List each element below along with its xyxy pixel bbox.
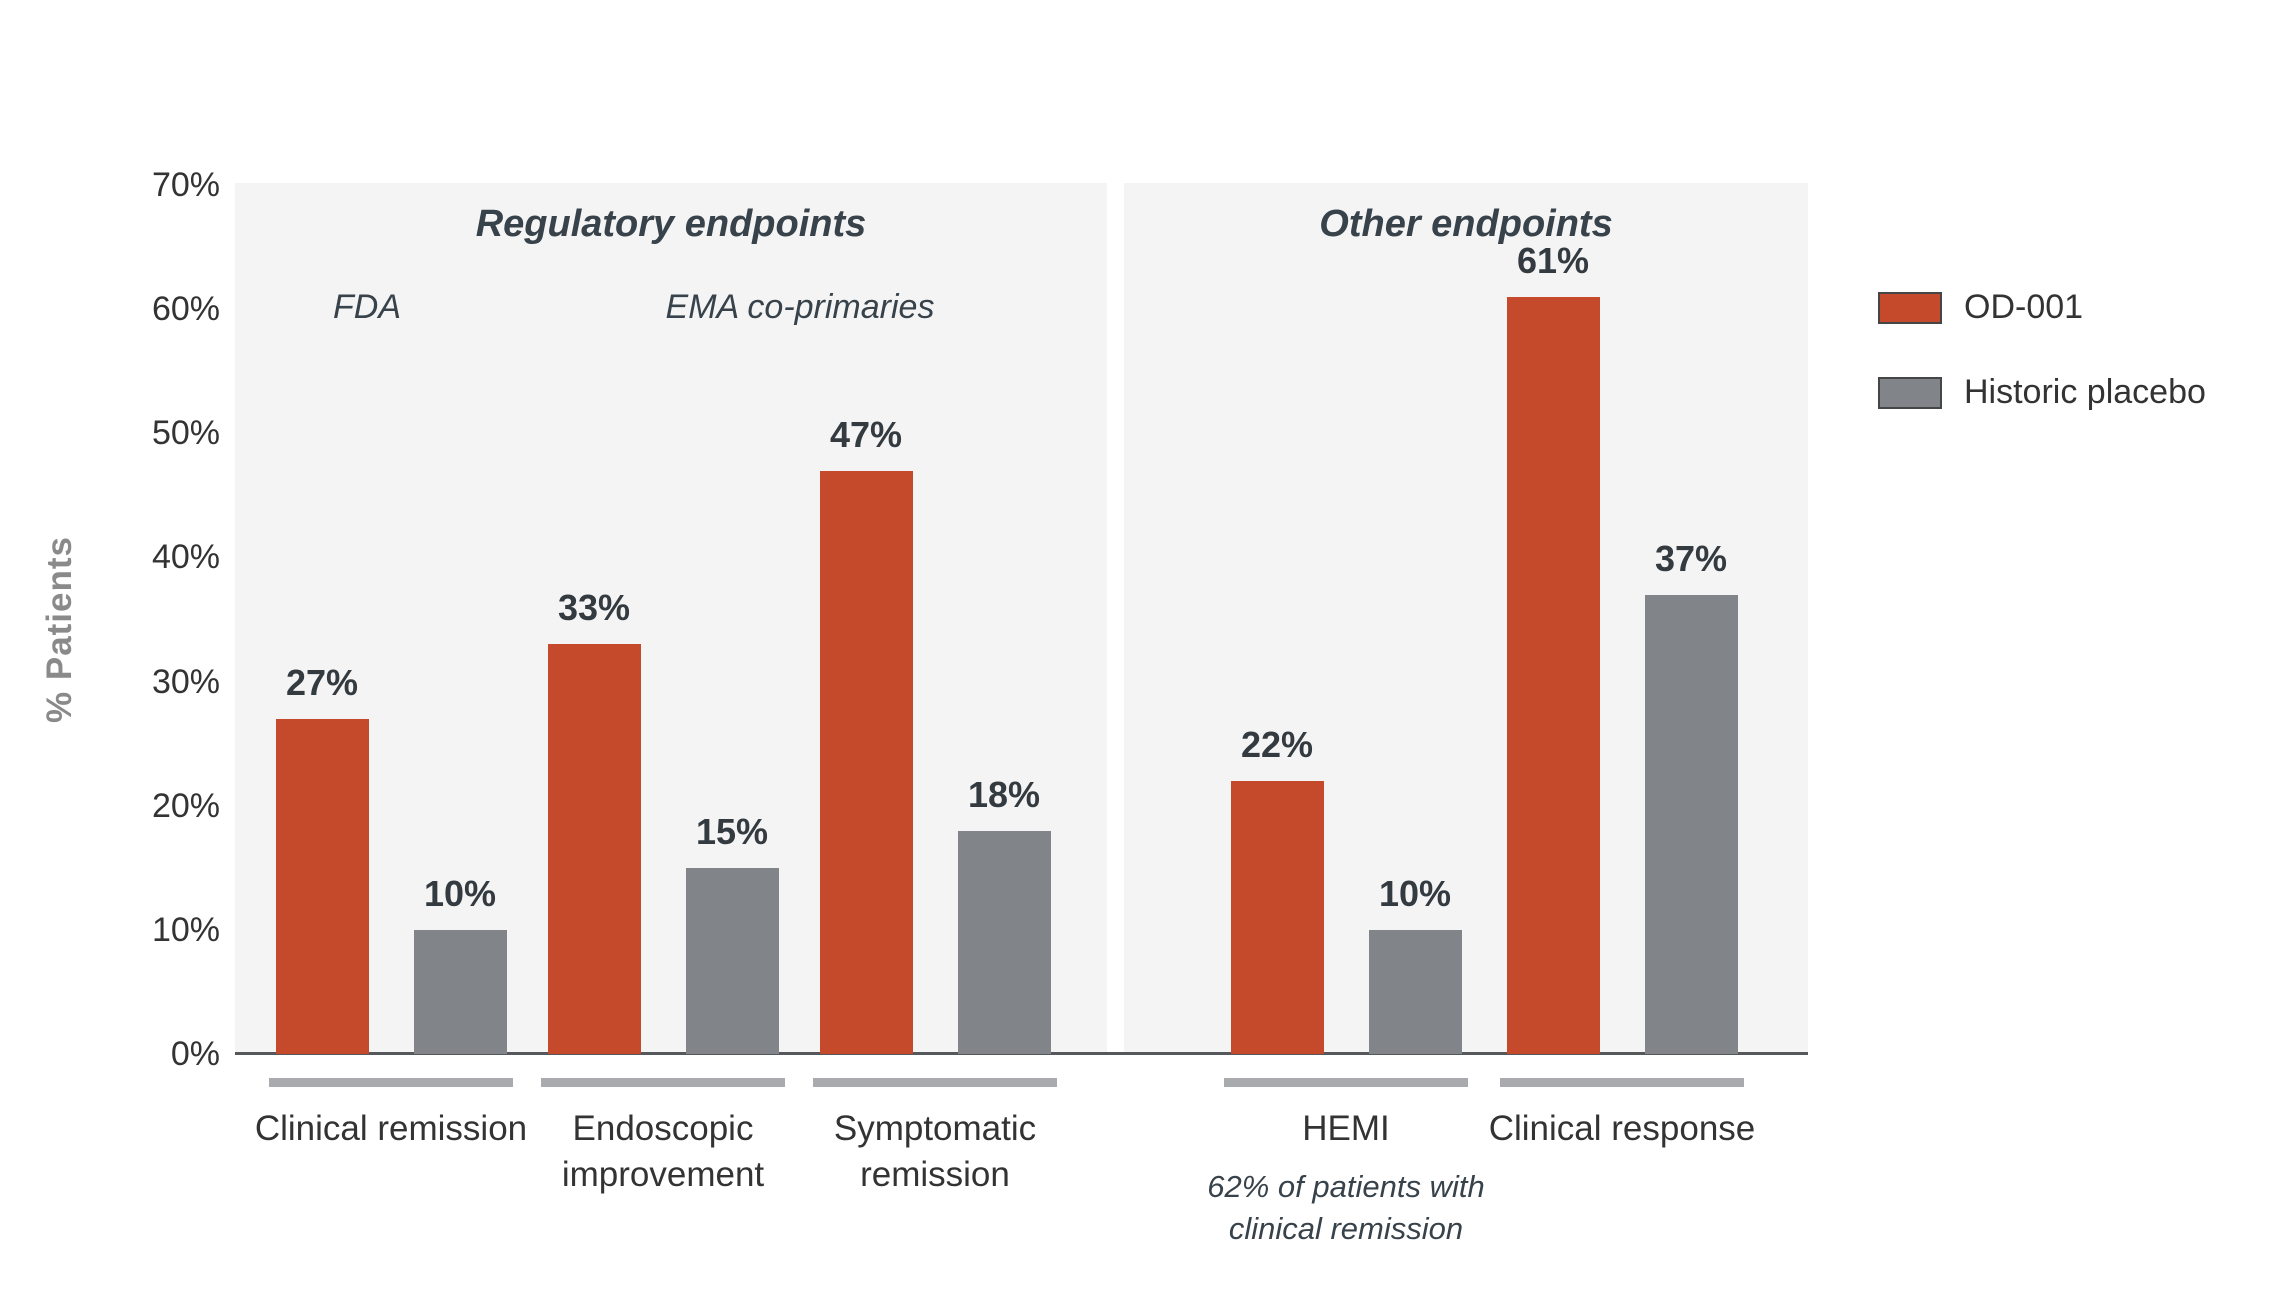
bar-historic-placebo-symptomatic-remission [957,830,1051,1054]
bar-historic-placebo-clinical-remission [413,929,507,1054]
category-label-clinical-response: Clinical response [1488,1109,1756,1148]
y-tick-label: 30% [151,662,220,701]
bar-od-001-endoscopic-improvement [547,644,641,1054]
y-tick-label: 70% [151,166,220,204]
bar-value-label-historic-placebo-clinical-remission: 10% [423,872,497,914]
legend-label-od001: OD-001 [1964,288,2084,326]
bar-historic-placebo-endoscopic-improvement [685,867,779,1054]
panel-title-other: Other endpoints [1319,203,1613,245]
category-label-symptomatic-remission: Symptomatic remission [833,1109,1037,1194]
category-label-endoscopic-improvement: Endoscopic improvement [561,1109,765,1194]
category-label-hemi: HEMI [1302,1109,1390,1148]
bar-historic-placebo-clinical-response [1644,594,1738,1054]
panel-title-regulatory: Regulatory endpoints [475,203,867,245]
y-tick-label: 20% [151,786,220,825]
historic-placebo-swatch-icon [1878,376,1942,409]
bar-od-001-clinical-remission [275,718,369,1054]
bar-value-label-historic-placebo-clinical-response: 37% [1654,537,1728,579]
bar-value-label-od-001-symptomatic-remission: 47% [829,413,903,455]
y-tick-label: 40% [151,538,220,577]
category-underline-clinical-response [1500,1078,1744,1087]
bar-historic-placebo-hemi [1368,929,1462,1054]
bar-value-label-historic-placebo-symptomatic-remission: 18% [967,773,1041,815]
bar-value-label-od-001-hemi: 22% [1240,723,1314,765]
legend-item-od001: OD-001 [1878,288,2206,327]
bar-od-001-symptomatic-remission [819,470,913,1054]
y-tick-label: 10% [151,910,220,949]
bar-value-label-historic-placebo-endoscopic-improvement: 15% [695,810,769,852]
category-underline-endoscopic-improvement [541,1078,785,1087]
y-tick-label: 0% [170,1035,220,1073]
category-note-hemi: 62% of patients with clinical remission [1207,1169,1485,1246]
category-underline-clinical-remission [269,1078,513,1087]
bar-value-label-historic-placebo-hemi: 10% [1378,872,1452,914]
bar-value-label-od-001-endoscopic-improvement: 33% [557,587,631,629]
bar-od-001-clinical-response [1506,296,1600,1054]
y-tick-label: 50% [151,414,220,453]
bar-od-001-hemi [1230,780,1324,1054]
bar-value-label-od-001-clinical-remission: 27% [285,661,359,703]
legend-label-historic-placebo: Historic placebo [1964,373,2206,411]
bar-value-label-od-001-clinical-response: 61% [1516,239,1590,281]
od001-swatch-icon [1878,291,1942,324]
category-label-clinical-remission: Clinical remission [254,1109,528,1148]
legend-item-historic-placebo: Historic placebo [1878,373,2206,412]
subtitle-ema-co-primaries: EMA co-primaries [665,288,935,326]
subtitle-fda: FDA [333,288,401,326]
category-underline-symptomatic-remission [813,1078,1057,1087]
legend: OD-001 Historic placebo [1878,288,2206,458]
category-underline-hemi [1224,1078,1468,1087]
y-tick-label: 60% [151,290,220,329]
